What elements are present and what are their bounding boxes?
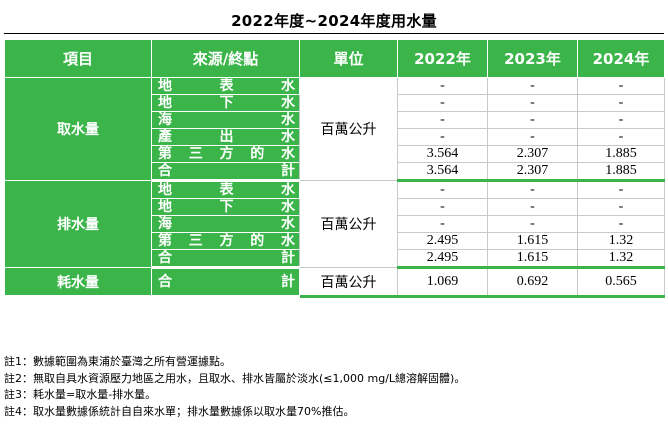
table-row: 排水量地表水百萬公升 - - - [4, 180, 665, 268]
value-cell: - [397, 111, 488, 129]
value-cell: 1.885 [577, 162, 665, 182]
category-label: 第三方的水 [158, 233, 295, 249]
table-row: 海水--- [5, 111, 665, 129]
header-year-2022: 2022年 [397, 39, 488, 78]
value-cell: - [487, 94, 578, 112]
category-cell: 地下水 [151, 94, 300, 112]
header-source: 來源/終點 [151, 39, 300, 78]
unit-cell: 百萬公升 [299, 77, 398, 181]
category-label: 合計 [158, 274, 295, 290]
category-cell: 合計 [151, 267, 300, 298]
table-row: 海水--- [5, 215, 665, 233]
category-cell: 產出水 [151, 128, 300, 146]
value-cell: - [577, 128, 665, 146]
group-label: 排水量 [4, 180, 152, 268]
table-row: 合計 2.495 1.615 1.32 [5, 249, 665, 269]
value-cell: - [487, 180, 578, 199]
value-cell: 2.495 [397, 249, 488, 269]
footnote: 註4：取水量數據係統計自自來水單；排水量數據係以取水量70%推估。 [4, 404, 355, 418]
footnote: 註1：數據範圍為東浦於臺灣之所有營運據點。 [4, 355, 231, 368]
value-cell: - [487, 215, 578, 233]
value-cell: - [487, 111, 578, 129]
value-cell: 2.307 [487, 145, 578, 163]
category-cell: 海水 [151, 215, 300, 233]
table-row: 取水量地表水百萬公升 - - - [4, 77, 665, 181]
value-cell: 0.692 [487, 267, 578, 298]
value-cell: - [577, 94, 665, 112]
category-cell: 合計 [151, 162, 300, 182]
category-label: 產出水 [158, 129, 295, 145]
value-cell: 1.615 [487, 249, 578, 269]
value-cell: - [397, 128, 488, 146]
title-divider [4, 33, 664, 34]
value-cell: - [397, 198, 488, 216]
footnote: 註3：耗水量=取水量-排水量。 [4, 388, 157, 401]
table-row: 合計 3.564 2.307 1.885 [5, 162, 665, 182]
value-cell: - [487, 198, 578, 216]
unit-cell: 百萬公升 [299, 267, 398, 298]
category-label: 海水 [158, 112, 295, 128]
category-label: 地表水 [158, 182, 295, 198]
value-cell: - [577, 180, 665, 199]
header-unit: 單位 [299, 39, 398, 78]
value-cell: - [577, 111, 665, 129]
footnote: 註2：無取自具水資源壓力地區之用水，且取水、排水皆屬於淡水(≤1,000 mg/… [4, 371, 466, 385]
header-year-2024: 2024年 [577, 39, 665, 78]
group-label: 耗水量 [4, 267, 152, 298]
value-cell: 1.32 [577, 249, 665, 269]
group-label: 取水量 [4, 77, 152, 181]
value-cell: 1.885 [577, 145, 665, 163]
water-usage-table: 項目 來源/終點 單位 2022年 2023年 2024年 取水量地表水百萬公升… [4, 39, 665, 298]
value-cell: - [397, 94, 488, 112]
category-cell: 第三方的水 [151, 232, 300, 250]
value-cell: - [397, 180, 488, 199]
category-label: 第三方的水 [158, 146, 295, 162]
category-label: 地下水 [158, 95, 295, 111]
value-cell: 1.32 [577, 232, 665, 250]
category-label: 地表水 [158, 78, 295, 94]
value-cell: - [487, 128, 578, 146]
value-cell: - [577, 215, 665, 233]
header-row: 項目 來源/終點 單位 2022年 2023年 2024年 [4, 39, 665, 78]
value-cell: - [577, 77, 665, 95]
table-row: 第三方的水 3.564 2.307 1.885 [5, 145, 665, 163]
value-cell: 3.564 [397, 162, 488, 182]
value-cell: - [397, 77, 488, 95]
category-label: 海水 [158, 216, 295, 232]
category-label: 地下水 [158, 199, 295, 215]
value-cell: 3.564 [397, 145, 488, 163]
header-year-2023: 2023年 [487, 39, 578, 78]
value-cell: - [397, 215, 488, 233]
value-cell: 0.565 [577, 267, 665, 298]
value-cell: - [487, 77, 578, 95]
table-row: 第三方的水 2.495 1.615 1.32 [5, 232, 665, 250]
category-cell: 第三方的水 [151, 145, 300, 163]
unit-cell: 百萬公升 [299, 180, 398, 268]
table-row: 耗水量合計百萬公升 1.069 0.692 0.565 [4, 267, 665, 298]
value-cell: - [577, 198, 665, 216]
table-row: 產出水--- [5, 128, 665, 146]
category-cell: 地表水 [151, 77, 300, 95]
category-cell: 地下水 [151, 198, 300, 216]
value-cell: 1.069 [397, 267, 488, 298]
value-cell: 2.495 [397, 232, 488, 250]
category-cell: 合計 [151, 249, 300, 269]
header-item: 項目 [4, 39, 152, 78]
category-label: 合計 [158, 250, 295, 266]
table-title: 2022年度~2024年度用水量 [231, 12, 437, 30]
category-cell: 地表水 [151, 180, 300, 199]
category-cell: 海水 [151, 111, 300, 129]
value-cell: 1.615 [487, 232, 578, 250]
value-cell: 2.307 [487, 162, 578, 182]
category-label: 合計 [158, 163, 295, 179]
footnotes: 註1：數據範圍為東浦於臺灣之所有營運據點。 註2：無取自具水資源壓力地區之用水，… [4, 354, 664, 420]
